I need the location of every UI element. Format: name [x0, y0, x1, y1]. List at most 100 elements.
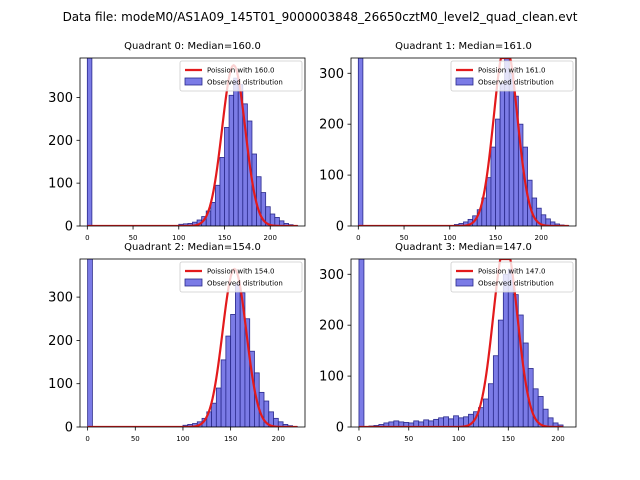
histogram-bar: [233, 77, 239, 226]
y-tick-label: 100: [48, 177, 73, 192]
x-tick-label: 0: [85, 435, 89, 443]
panel-title: Quadrant 2: Median=154.0: [124, 242, 261, 253]
histogram-bar: [502, 273, 509, 427]
x-tick-label: 0: [356, 234, 360, 242]
legend-hist-label: Observed distribution: [478, 79, 554, 87]
y-tick-label: 200: [48, 134, 73, 149]
histogram-bar: [357, 58, 364, 226]
legend-hist-label: Observed distribution: [207, 79, 283, 87]
histogram-bar: [495, 118, 501, 226]
x-tick-label: 200: [264, 234, 277, 242]
y-tick-label: 0: [336, 220, 344, 235]
legend-hist-swatch: [184, 77, 203, 86]
histogram-bar: [490, 146, 496, 226]
x-tick-label: 50: [404, 435, 413, 443]
axes-frame: [79, 258, 306, 428]
histogram-bar: [438, 417, 444, 427]
histogram-bar: [358, 259, 365, 427]
plot-area: [357, 58, 570, 226]
panel-quadrant-2: Quadrant 2: Median=154.0 0 50 100 150 200 0 100…: [48, 242, 306, 443]
axes-frame: [350, 57, 577, 227]
histogram-bar: [225, 335, 232, 427]
histogram-bar: [211, 402, 217, 427]
x-tick-label: 50: [131, 435, 140, 443]
y-tick-label: 200: [319, 319, 344, 334]
x-tick-label: 100: [443, 234, 456, 242]
x-tick-label: 200: [535, 234, 548, 242]
legend-hist-swatch: [184, 278, 203, 287]
legend-fit-label: Poission with 160.0: [207, 67, 275, 75]
y-tick-label: 0: [336, 421, 344, 436]
histogram-bar: [215, 387, 222, 427]
panel-quadrant-1: Quadrant 1: Median=161.0 0 50 100 150 200 0 100…: [319, 41, 577, 242]
histogram-bar: [547, 417, 554, 427]
histogram-bar: [443, 416, 449, 427]
x-tick-label: 150: [489, 234, 502, 242]
histogram-bar: [499, 83, 506, 226]
x-tick-label: 150: [218, 234, 231, 242]
legend: Poission with 147.0 Observed distribution: [450, 261, 574, 293]
y-tick-label: 300: [48, 91, 73, 106]
histogram-bar: [235, 283, 241, 427]
legend: Poission with 154.0 Observed distribution: [179, 261, 303, 293]
x-tick-label: 200: [272, 435, 285, 443]
histogram-bar: [87, 259, 93, 427]
legend-fit-label: Poission with 147.0: [478, 268, 546, 276]
legend-hist-swatch: [455, 77, 474, 86]
histogram-bar: [219, 157, 225, 226]
x-tick-label: 100: [176, 435, 189, 443]
y-tick-label: 200: [48, 334, 73, 349]
histogram-bar: [497, 319, 504, 427]
histogram-bar: [220, 359, 227, 427]
plot-area: [86, 58, 299, 226]
axes-frame: [79, 57, 306, 227]
histogram-bar: [485, 177, 492, 226]
legend-hist-swatch: [455, 278, 474, 287]
y-tick-label: 300: [319, 67, 344, 82]
legend-fit-label: Poission with 161.0: [478, 67, 546, 75]
histogram-bar: [487, 383, 494, 427]
x-tick-label: 100: [172, 234, 185, 242]
histogram-bar: [448, 418, 454, 427]
legend-box: [179, 261, 303, 293]
y-tick-label: 300: [319, 268, 344, 283]
x-tick-label: 0: [357, 435, 361, 443]
histogram-bar: [256, 176, 262, 226]
panel-quadrant-3: Quadrant 3: Median=147.0 0 50 100 150 200 0 100…: [319, 242, 577, 443]
legend: Poission with 161.0 Observed distribution: [450, 60, 574, 92]
legend-box: [450, 60, 574, 92]
panel-quadrant-0: Quadrant 0: Median=160.0 0 50 100 150 200 0 100…: [48, 41, 306, 242]
x-tick-label: 200: [551, 435, 564, 443]
panel-title: Quadrant 0: Median=160.0: [124, 41, 261, 52]
legend-hist-label: Observed distribution: [478, 280, 554, 288]
histogram-bar: [453, 415, 459, 427]
histogram-bar: [542, 408, 549, 427]
x-tick-label: 100: [452, 435, 465, 443]
y-tick-label: 100: [319, 370, 344, 385]
legend-box: [450, 261, 574, 293]
y-tick-label: 200: [319, 118, 344, 133]
x-tick-label: 0: [85, 234, 89, 242]
histogram-bar: [210, 202, 216, 226]
y-tick-label: 0: [65, 421, 73, 436]
y-tick-label: 100: [48, 377, 73, 392]
histogram-bar: [230, 314, 236, 427]
histogram-bar: [224, 127, 230, 226]
x-tick-label: 50: [400, 234, 409, 242]
legend-box: [179, 60, 303, 92]
y-tick-label: 0: [65, 220, 73, 235]
panel-title: Quadrant 3: Median=147.0: [395, 242, 532, 253]
figure-suptitle: Data file: modeM0/AS1A09_145T01_90000038…: [63, 10, 578, 24]
y-tick-label: 300: [48, 291, 73, 306]
histogram-bar: [433, 418, 440, 427]
panel-title: Quadrant 1: Median=161.0: [395, 41, 532, 52]
y-tick-label: 100: [319, 169, 344, 184]
x-tick-label: 50: [129, 234, 138, 242]
histogram-bar: [492, 355, 499, 427]
legend: Poission with 160.0 Observed distribution: [179, 60, 303, 92]
histogram-bar: [214, 184, 221, 226]
legend-fit-label: Poission with 154.0: [207, 268, 275, 276]
x-tick-label: 150: [502, 435, 515, 443]
x-tick-label: 150: [224, 435, 237, 443]
